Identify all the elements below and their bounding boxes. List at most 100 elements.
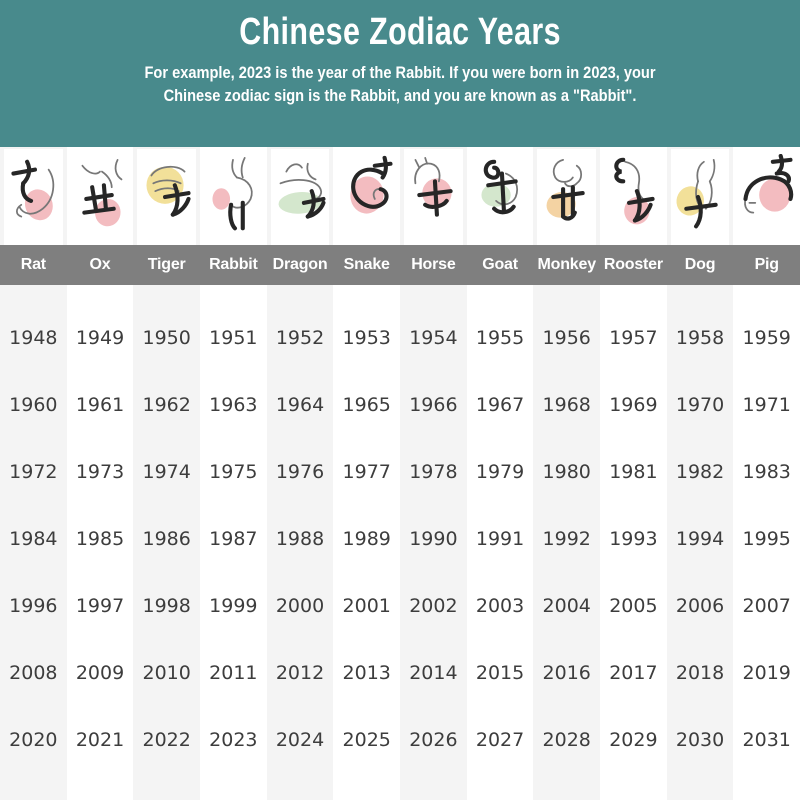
year-cell: 2001 <box>342 594 391 617</box>
year-cell: 1951 <box>209 327 258 350</box>
goat-years-column: 1955 1967 1979 1991 2003 2015 2027 <box>467 285 534 800</box>
subtitle-line-2: Chinese zodiac sign is the Rabbit, and y… <box>163 86 637 106</box>
year-cell: 2020 <box>9 728 58 751</box>
year-cell: 1994 <box>675 528 725 550</box>
dog-years-column: 1958 1970 1982 1994 2006 2018 2030 <box>667 285 734 800</box>
year-cell: 1998 <box>142 594 191 617</box>
year-cell: 1973 <box>75 461 125 484</box>
horse-illustration <box>400 147 467 245</box>
year-cell: 2015 <box>475 661 525 684</box>
year-cell: 1991 <box>475 528 525 550</box>
year-cell: 2008 <box>9 661 58 684</box>
animal-name-rooster: Rooster <box>600 245 667 285</box>
year-cell: 1957 <box>609 327 658 350</box>
year-cell: 1990 <box>409 528 458 550</box>
year-cell: 2000 <box>275 594 325 617</box>
year-cell: 2007 <box>742 594 791 617</box>
year-cell: 1970 <box>675 394 725 417</box>
goat-illustration-card <box>470 149 530 245</box>
year-cell: 1954 <box>409 327 458 350</box>
rabbit-blob <box>212 188 231 210</box>
pig-illustration-svg <box>743 154 793 214</box>
tiger-illustration-svg <box>146 165 191 217</box>
year-cell: 2023 <box>209 728 258 751</box>
rooster-illustration-card <box>604 149 663 245</box>
animal-name-horse: Horse <box>400 245 467 285</box>
snake-blob <box>350 176 384 214</box>
tiger-illustration <box>133 147 200 245</box>
year-cell: 1968 <box>542 394 591 417</box>
year-cell: 1993 <box>609 528 658 550</box>
year-cell: 2009 <box>75 661 125 684</box>
year-cell: 2025 <box>342 728 391 751</box>
year-cell: 1999 <box>209 594 258 617</box>
snake-illustration <box>333 147 400 245</box>
year-cell: 1977 <box>342 461 391 484</box>
animal-name-rabbit: Rabbit <box>200 245 267 285</box>
year-cell: 2003 <box>475 594 525 617</box>
year-cell: 1965 <box>342 394 391 417</box>
dog-illustration-svg <box>676 158 718 229</box>
pig-blob <box>758 178 791 212</box>
year-cell: 1981 <box>609 461 658 484</box>
year-cell: 2018 <box>675 661 725 684</box>
year-cell: 2022 <box>142 728 191 751</box>
year-cell: 1996 <box>9 594 58 617</box>
rat-illustration-card <box>4 149 63 245</box>
year-cell: 1980 <box>542 461 591 484</box>
year-cell: 2027 <box>475 728 525 751</box>
goat-illustration <box>467 147 534 245</box>
year-cell: 1966 <box>409 394 458 417</box>
subtitle-line-1: For example, 2023 is the year of the Rab… <box>144 62 656 82</box>
animal-name-goat: Goat <box>466 245 534 285</box>
dragon-illustration-svg <box>278 162 326 219</box>
monkey-illustration-card <box>537 149 597 245</box>
year-cell: 2019 <box>742 661 791 684</box>
zodiac-column-goat: Goat 1955 1967 1979 1991 2003 2015 2027 <box>466 147 534 800</box>
year-cell: 1969 <box>609 394 658 417</box>
page-title-text: Chinese Zodiac Years <box>239 11 561 53</box>
year-cell: 1992 <box>542 528 591 550</box>
animal-name-pig: Pig <box>733 245 800 285</box>
zodiac-column-monkey: Monkey 1956 1968 1980 1992 2004 2016 2028 <box>533 147 601 800</box>
rabbit-illustration-svg <box>212 157 253 231</box>
year-cell: 2002 <box>409 594 458 617</box>
zodiac-column-ox: Ox 1949 1961 1973 1985 1997 2009 2021 <box>66 147 134 800</box>
year-cell: 1985 <box>75 528 125 550</box>
year-cell: 1956 <box>542 327 591 350</box>
year-cell: 1950 <box>142 327 191 350</box>
year-cell: 1974 <box>142 461 191 484</box>
ox-blob <box>95 198 121 227</box>
year-cell: 1972 <box>9 461 58 484</box>
year-cell: 2017 <box>609 661 658 684</box>
year-cell: 2010 <box>142 661 191 684</box>
year-cell: 1963 <box>209 394 258 417</box>
year-cell: 1975 <box>209 461 258 484</box>
year-cell: 1982 <box>675 461 725 484</box>
rat-illustration-svg <box>11 159 55 221</box>
year-cell: 2005 <box>609 594 658 617</box>
monkey-illustration <box>533 147 600 245</box>
zodiac-column-pig: Pig 1959 1971 1983 1995 2007 2019 2031 <box>733 147 800 800</box>
zodiac-column-dog: Dog 1958 1970 1982 1994 2006 2018 2030 <box>666 147 734 800</box>
ox-illustration <box>67 147 134 245</box>
year-cell: 2021 <box>75 728 125 751</box>
monkey-illustration-svg <box>546 158 585 221</box>
rabbit-illustration-card <box>204 149 263 245</box>
year-cell: 1961 <box>75 394 125 417</box>
monkey-years-column: 1956 1968 1980 1992 2004 2016 2028 <box>533 285 600 800</box>
year-cell: 2029 <box>609 728 658 751</box>
zodiac-column-horse: Horse 1954 1966 1978 1990 2002 2014 2026 <box>400 147 467 800</box>
year-cell: 1971 <box>742 394 791 417</box>
zodiac-column-rat: Rat 1948 1960 1972 1984 1996 2008 2020 <box>0 147 67 800</box>
year-cell: 2012 <box>275 661 325 684</box>
year-cell: 2024 <box>275 728 325 751</box>
year-cell: 2004 <box>542 594 591 617</box>
dragon-illustration-card <box>270 149 330 245</box>
year-cell: 2011 <box>209 661 258 684</box>
rooster-illustration <box>600 147 667 245</box>
animal-name-snake: Snake <box>333 245 401 285</box>
ox-illustration-card <box>70 149 130 245</box>
year-cell: 1962 <box>142 394 191 417</box>
dragon-years-column: 1952 1964 1976 1988 2000 2012 2024 <box>267 285 334 800</box>
